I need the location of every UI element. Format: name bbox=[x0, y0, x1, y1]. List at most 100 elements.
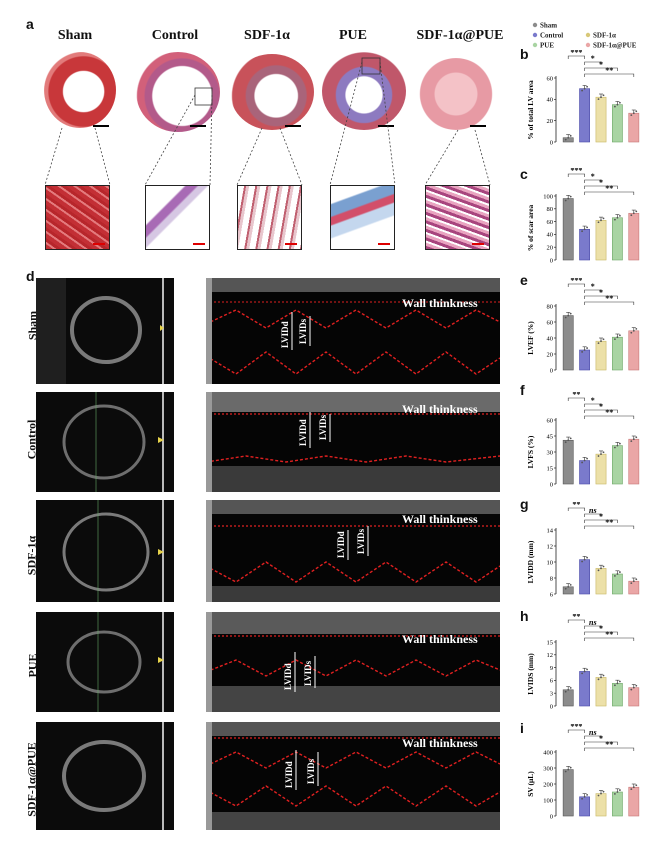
data-point bbox=[583, 228, 586, 231]
bar bbox=[562, 439, 574, 485]
y-tick-label: 80 bbox=[547, 206, 554, 213]
heart-section-sdf bbox=[230, 54, 314, 130]
bar bbox=[595, 453, 607, 485]
legend-label-combo: SDF-1α@PUE bbox=[593, 42, 637, 50]
data-point bbox=[614, 218, 616, 221]
data-point bbox=[630, 214, 633, 217]
y-tick-label: 20 bbox=[547, 245, 554, 252]
data-point bbox=[630, 331, 633, 334]
sig-label: ** bbox=[605, 294, 613, 303]
data-point bbox=[569, 766, 572, 769]
y-tick-label: 12 bbox=[547, 543, 554, 550]
data-point bbox=[567, 314, 570, 317]
data-point bbox=[635, 684, 638, 687]
data-point bbox=[564, 316, 567, 319]
wall-thickness-label: Wall thinkness bbox=[402, 632, 478, 646]
data-point bbox=[581, 89, 583, 92]
data-point bbox=[569, 686, 572, 689]
bar bbox=[628, 212, 640, 261]
data-point bbox=[616, 444, 619, 447]
y-tick-label: 0 bbox=[550, 703, 553, 710]
data-point bbox=[597, 569, 600, 572]
zoom-tissue-control bbox=[145, 185, 210, 250]
panel-letter-h: h bbox=[520, 608, 529, 624]
sig-bracket bbox=[584, 415, 635, 419]
sig-label: * bbox=[599, 60, 603, 69]
sig-label: * bbox=[599, 178, 603, 187]
data-point bbox=[619, 571, 621, 573]
y-tick-label: 80 bbox=[547, 303, 554, 310]
scale-bar-red bbox=[193, 243, 205, 245]
y-tick-label: 15 bbox=[547, 465, 554, 472]
zoom-guides bbox=[44, 57, 491, 186]
y-tick-label: 60 bbox=[547, 417, 554, 424]
bar bbox=[628, 112, 640, 143]
heart-section-control bbox=[136, 52, 220, 132]
data-point bbox=[597, 342, 600, 345]
lvidd-label: LVIDd bbox=[283, 663, 293, 690]
y-tick-label: 60 bbox=[547, 219, 554, 226]
data-point bbox=[564, 770, 567, 773]
data-point bbox=[586, 457, 588, 460]
sig-label: ** bbox=[572, 502, 580, 509]
data-point bbox=[569, 437, 572, 440]
data-point bbox=[581, 351, 583, 353]
sig-label: ** bbox=[605, 66, 613, 75]
data-point bbox=[564, 199, 567, 202]
data-point bbox=[600, 676, 602, 679]
heart-section-pue bbox=[322, 52, 406, 130]
sig-bracket bbox=[567, 729, 585, 733]
data-point bbox=[567, 768, 570, 771]
bar bbox=[579, 228, 590, 261]
echo-bmode-sham bbox=[36, 278, 174, 384]
data-point bbox=[597, 678, 600, 681]
lvidd-label: LVIDd bbox=[298, 419, 308, 446]
y-tick-label: 40 bbox=[547, 232, 554, 239]
data-point bbox=[583, 795, 586, 798]
sig-label: * bbox=[599, 512, 603, 521]
sig-label: ** bbox=[572, 392, 580, 399]
bar bbox=[595, 340, 607, 371]
panel-letter-c: c bbox=[520, 166, 528, 182]
sig-bracket bbox=[567, 397, 585, 401]
wall-thickness-label: Wall thinkness bbox=[402, 512, 478, 526]
zoom-tissue-combo bbox=[425, 185, 490, 250]
scale-bar-red bbox=[93, 243, 105, 245]
data-point bbox=[632, 329, 635, 332]
data-point bbox=[614, 575, 616, 577]
y-tick-label: 3 bbox=[550, 691, 553, 698]
y-tick-label: 0 bbox=[550, 813, 553, 820]
y-tick-label: 100 bbox=[543, 193, 553, 200]
sig-bracket bbox=[584, 735, 602, 739]
data-point bbox=[586, 556, 588, 559]
data-point bbox=[616, 103, 619, 106]
bar bbox=[612, 217, 623, 261]
y-tick-label: 20 bbox=[547, 351, 554, 358]
sig-bracket bbox=[567, 55, 585, 59]
sig-bracket bbox=[584, 403, 602, 407]
y-tick-label: 10 bbox=[547, 559, 554, 566]
bar bbox=[612, 791, 623, 817]
data-point bbox=[586, 793, 588, 796]
bar bbox=[562, 198, 574, 261]
sig-label: * bbox=[591, 54, 595, 63]
data-point bbox=[600, 96, 602, 99]
bar bbox=[562, 769, 574, 817]
heart-section-combo bbox=[418, 58, 494, 130]
y-axis-label: LVIDD (mm) bbox=[526, 540, 535, 583]
bar bbox=[612, 104, 623, 143]
y-tick-label: 6 bbox=[550, 678, 554, 685]
echo-bmode-pue bbox=[36, 612, 174, 712]
sig-bracket bbox=[584, 67, 618, 71]
bar bbox=[612, 336, 623, 371]
sig-label: ** bbox=[605, 518, 613, 527]
bar bbox=[628, 438, 640, 485]
data-point bbox=[564, 138, 567, 141]
data-point bbox=[616, 791, 619, 793]
bar bbox=[612, 683, 623, 707]
wall-thickness-label: Wall thinkness bbox=[402, 402, 478, 416]
